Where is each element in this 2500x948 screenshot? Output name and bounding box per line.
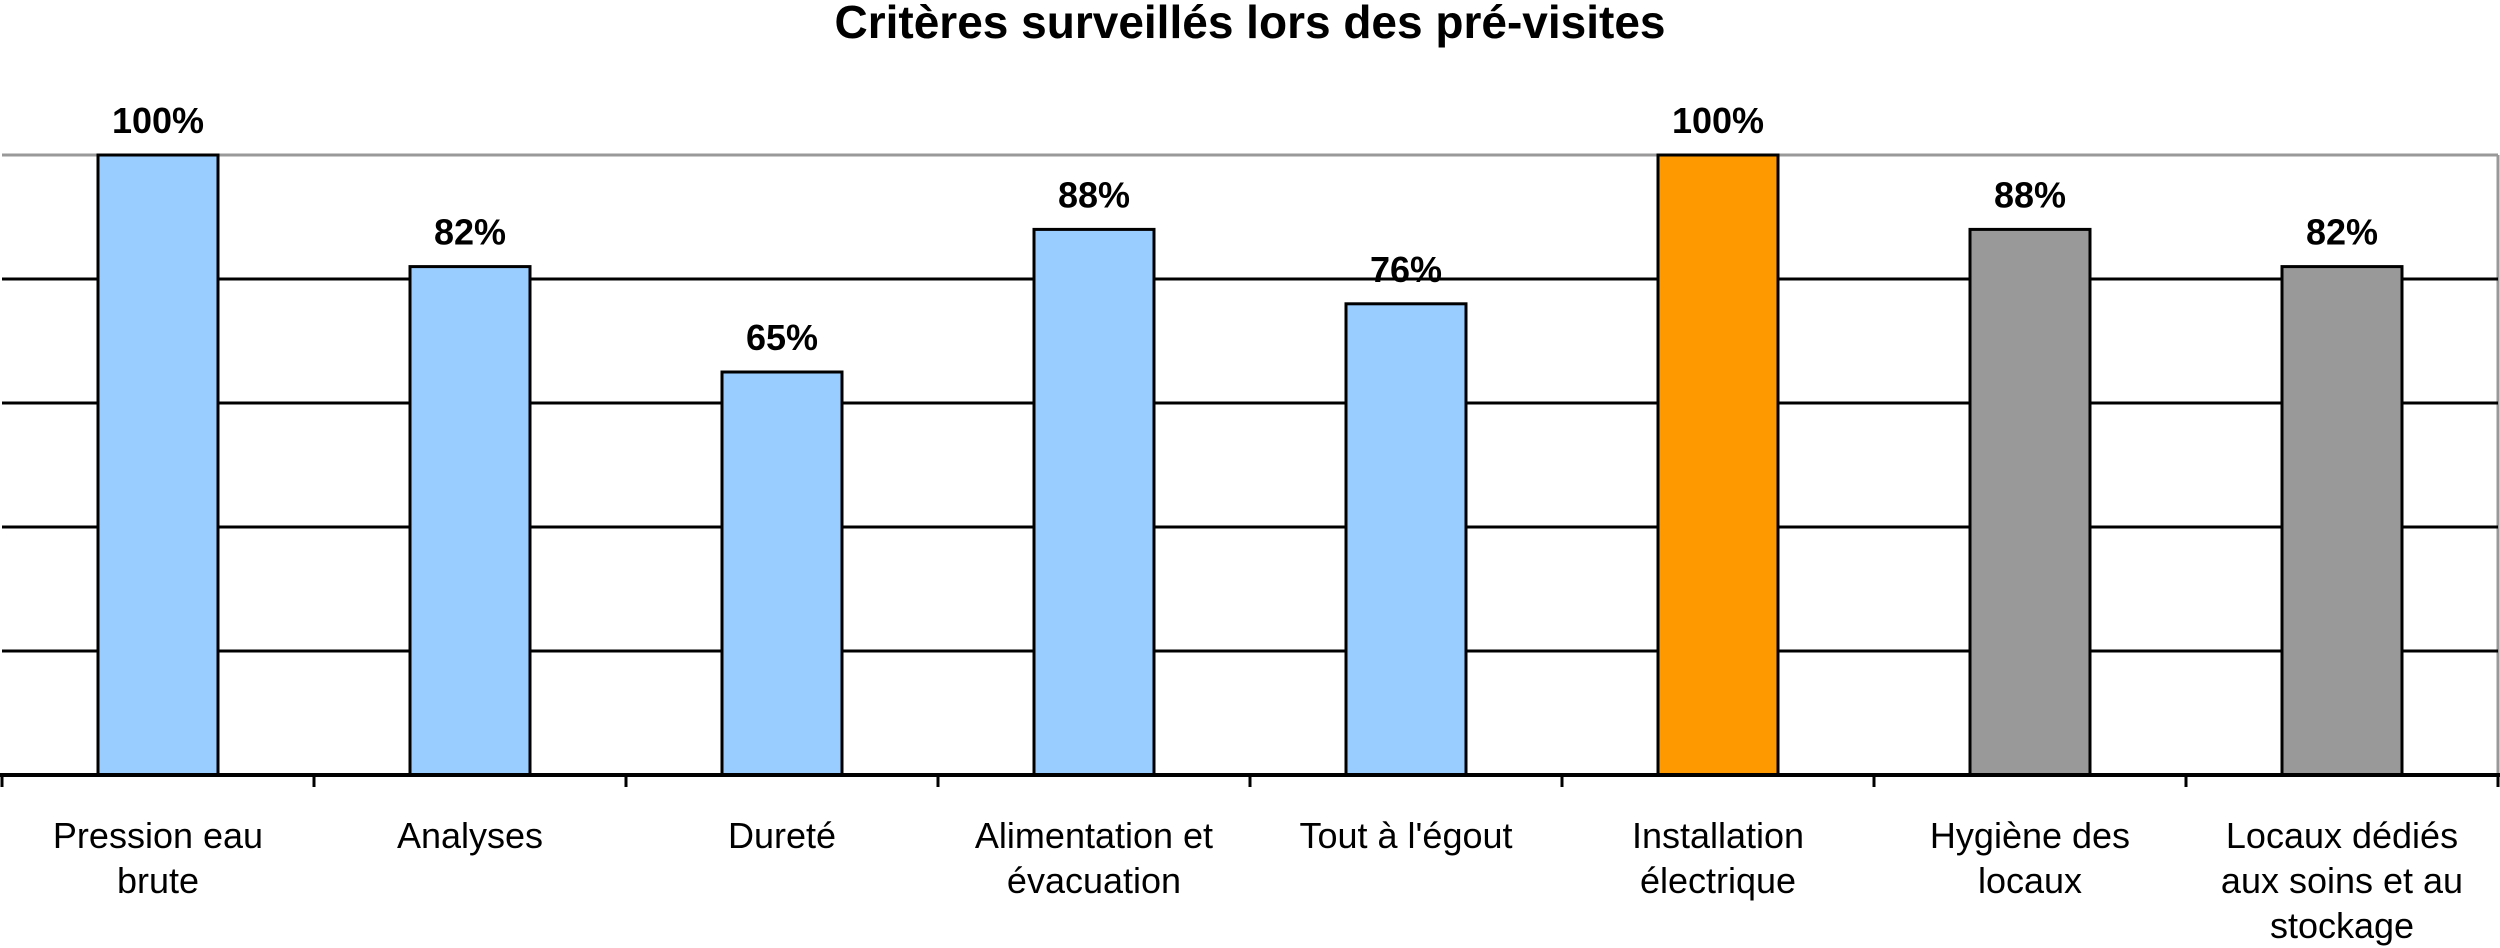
gridlines (2, 153, 2500, 775)
tick-label: Installation électrique (1632, 815, 1804, 901)
tick-label: Hygiène des locaux (1930, 815, 2130, 901)
bar (720, 370, 844, 777)
bar (1344, 302, 1468, 777)
bar (1968, 227, 2092, 777)
data-label: 82% (2306, 212, 2378, 253)
bar (96, 153, 220, 777)
data-label: 100% (1672, 100, 1764, 141)
tick-label: Analyses (397, 815, 543, 856)
data-label: 76% (1370, 249, 1442, 290)
bar (2280, 265, 2404, 777)
bars (96, 153, 2404, 777)
data-label: 100% (112, 100, 204, 141)
bar (408, 265, 532, 777)
data-label: 88% (1994, 174, 2066, 215)
data-label: 65% (746, 317, 818, 358)
data-label: 88% (1058, 174, 1130, 215)
tick-label: Pression eau brute (53, 815, 263, 901)
value-labels: 100% 82% 65% 88% 76% 100% 88% 82% (112, 100, 2378, 358)
tick-label: Dureté (728, 815, 836, 856)
bar (1032, 227, 1156, 777)
category-labels: Pression eau brute Analyses Dureté Alimentat… (53, 815, 2463, 946)
tick-label: Locaux dédiés aux soins et au stockage (2221, 815, 2463, 946)
x-axis (0, 773, 2500, 787)
bar (1656, 153, 1780, 777)
tick-label: Tout à l'égout (1299, 815, 1512, 856)
tick-label: Alimentation et évacuation (975, 815, 1213, 901)
chart-title: Critères surveillés lors des pré-visites (835, 0, 1666, 48)
data-label: 82% (434, 212, 506, 253)
